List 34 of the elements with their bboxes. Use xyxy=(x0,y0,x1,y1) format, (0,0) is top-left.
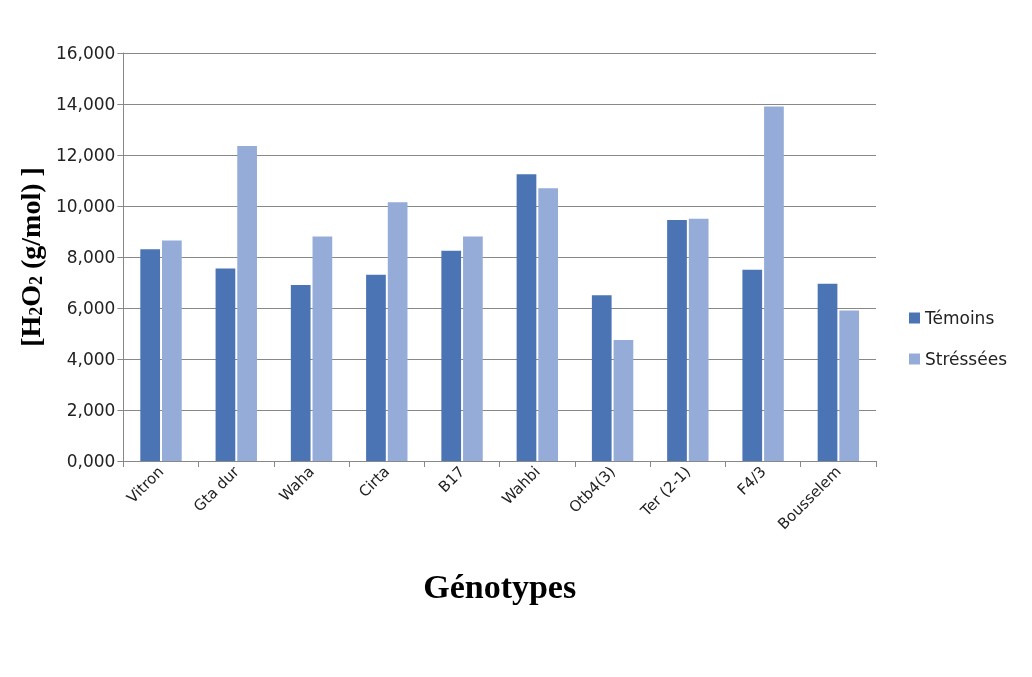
y-tick-label: 16,000 xyxy=(55,43,116,63)
x-axis-title: Génotypes xyxy=(423,567,577,605)
legend-label: Stréssées xyxy=(924,349,1008,369)
y-tick-label: 8,000 xyxy=(66,247,116,267)
y-axis-title: [H2O2 (g/mol) ] xyxy=(14,167,46,347)
bar xyxy=(312,236,333,461)
y-tick-label: 0,000 xyxy=(66,451,116,471)
legend-label: Témoins xyxy=(923,308,995,328)
bar xyxy=(613,339,634,461)
bar xyxy=(441,250,462,461)
bar xyxy=(817,283,838,461)
bar xyxy=(463,236,483,461)
bar xyxy=(516,174,537,461)
y-tick-label: 4,000 xyxy=(66,349,116,369)
bar xyxy=(538,188,559,461)
y-tick-label: 10,000 xyxy=(55,196,116,216)
bar xyxy=(688,218,709,461)
bar xyxy=(237,146,257,461)
y-tick-label: 6,000 xyxy=(66,298,116,318)
y-tick-label: 14,000 xyxy=(55,94,116,114)
bar xyxy=(667,220,687,461)
bar xyxy=(162,240,182,461)
bar xyxy=(742,269,763,461)
bar xyxy=(591,295,612,461)
y-tick-label: 2,000 xyxy=(66,400,116,420)
bar xyxy=(387,202,408,461)
bar xyxy=(366,274,386,461)
bar xyxy=(290,285,311,461)
bar xyxy=(140,249,161,461)
y-tick-label: 12,000 xyxy=(55,145,116,165)
x-tick-label: Gta dur xyxy=(189,462,244,516)
bar xyxy=(215,268,236,461)
bar xyxy=(764,106,784,461)
bar xyxy=(839,310,860,461)
